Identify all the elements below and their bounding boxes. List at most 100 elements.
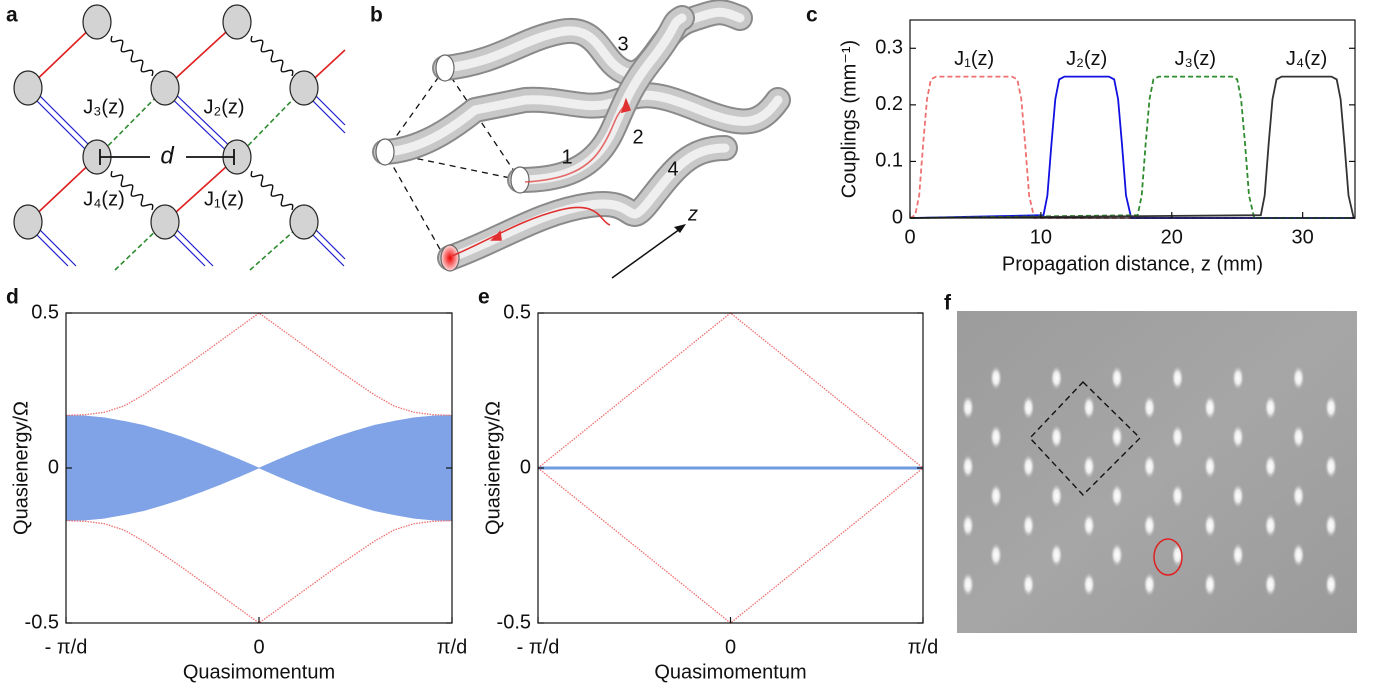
series-label: J₂(z) <box>1066 48 1107 70</box>
bulk-band <box>162 430 183 506</box>
bulk-band <box>200 443 221 493</box>
waveguides <box>372 0 791 271</box>
light-spot <box>1022 572 1035 597</box>
coupling-label: J₃(z) <box>83 96 124 118</box>
light-spot <box>1050 543 1063 567</box>
charts: J₁(z) J₂(z) J₃(z) J₄(z)0 10 20 3000.10.20.3Pro… <box>10 19 1356 683</box>
waveguide-highlight <box>515 13 687 185</box>
panel-label: f <box>944 292 952 315</box>
y-tick-label: 0 <box>892 206 903 228</box>
x-axis-label: Quasimomentum <box>183 661 335 683</box>
wavy-bonds <box>110 35 294 211</box>
site <box>13 204 43 240</box>
light-spot <box>1264 513 1277 538</box>
panel-label: b <box>370 4 383 27</box>
light-spot <box>1143 572 1156 597</box>
y-axis-label: Couplings (mm⁻¹) <box>838 40 860 198</box>
intensity-image <box>957 311 1357 633</box>
light-spot <box>1111 543 1123 567</box>
light-spot <box>1083 454 1095 479</box>
light-spot <box>1232 543 1244 567</box>
light-spots <box>962 366 1337 597</box>
light-spot <box>962 454 974 479</box>
bulk-band <box>220 451 240 485</box>
coupling-label: J₂(z) <box>203 96 244 118</box>
x-tick-label: 0 <box>904 226 915 248</box>
light-spot <box>1022 395 1035 420</box>
unit-cell-outline <box>1029 381 1141 497</box>
series-line <box>65 520 453 624</box>
series-label: J₁(z) <box>954 48 994 70</box>
image-background <box>957 311 1357 633</box>
series-line <box>909 75 1355 219</box>
light-spot <box>1111 425 1123 449</box>
light-spot <box>1171 484 1184 508</box>
light-spot <box>1325 513 1337 538</box>
light-spot <box>1143 395 1156 420</box>
waveguide-diagram: 1 2 3 4 z <box>372 0 791 279</box>
y-tick-label: -0.5 <box>497 611 531 633</box>
light-spot <box>1111 484 1123 508</box>
wavy-bond <box>110 170 154 211</box>
site <box>289 70 319 106</box>
waveguide-label: 4 <box>667 158 678 180</box>
x-tick-label: 0 <box>725 636 736 658</box>
light-spot <box>1325 395 1337 420</box>
bulk-band <box>393 417 414 519</box>
bulk-band <box>355 424 376 512</box>
light-spot <box>990 425 1002 449</box>
light-spot <box>1292 484 1305 508</box>
x-tick-label: 0 <box>253 636 264 658</box>
light-spot <box>1050 366 1063 390</box>
bulk-band <box>123 420 144 516</box>
x-tick-label: - π/d <box>45 636 88 658</box>
light-spot <box>1143 513 1156 538</box>
panel-label: c <box>806 4 818 27</box>
light-spot <box>1204 572 1216 597</box>
y-tick-label: 0.3 <box>875 37 903 59</box>
light-spot <box>1022 454 1035 479</box>
light-spot <box>990 366 1002 390</box>
coupling-label: J₁(z) <box>204 188 244 210</box>
light-spot <box>1204 395 1216 420</box>
site <box>150 70 180 106</box>
series-label: J₄(z) <box>1286 48 1327 70</box>
light-spot <box>962 513 974 538</box>
light-spot <box>1204 513 1216 538</box>
blue-bonds <box>25 85 346 267</box>
light-spot <box>1292 425 1305 449</box>
site <box>222 4 252 40</box>
bulk-band <box>277 451 298 485</box>
light-spot <box>1083 572 1095 597</box>
x-tick-label: 10 <box>1030 226 1052 248</box>
panel-label: e <box>478 286 490 309</box>
x-tick-label: 30 <box>1292 226 1314 248</box>
light-spot <box>1050 484 1063 508</box>
y-tick-label: 0.2 <box>875 93 903 115</box>
distance-label: d <box>160 142 174 169</box>
bulk-band <box>316 436 337 500</box>
y-tick-label: 0 <box>48 456 59 478</box>
x-tick-label: π/d <box>437 636 467 658</box>
lattice-diagram: d J₃(z) J₂(z) J₄(z) J₁(z) <box>13 4 346 271</box>
series-line <box>909 75 1355 219</box>
site <box>289 204 319 240</box>
series-line <box>65 312 453 416</box>
input-marker <box>1153 538 1183 576</box>
light-spot <box>1264 395 1277 420</box>
x-axis-label: Propagation distance, z (mm) <box>1002 253 1263 275</box>
light-spot <box>1232 484 1244 508</box>
distance-bar <box>99 149 235 165</box>
x-axis-label: Quasimomentum <box>654 661 806 683</box>
bulk-band <box>181 436 202 500</box>
light-spot <box>1264 454 1277 479</box>
x-tick-label: π/d <box>908 636 938 658</box>
waveguide-label: 3 <box>617 33 628 55</box>
light-spot <box>990 484 1002 508</box>
light-spot <box>1232 366 1244 390</box>
wavy-bond <box>250 35 294 77</box>
light-spot <box>962 395 974 420</box>
x-tick-label: - π/d <box>517 636 560 658</box>
series-line <box>537 312 924 469</box>
bulk-band <box>258 459 279 477</box>
